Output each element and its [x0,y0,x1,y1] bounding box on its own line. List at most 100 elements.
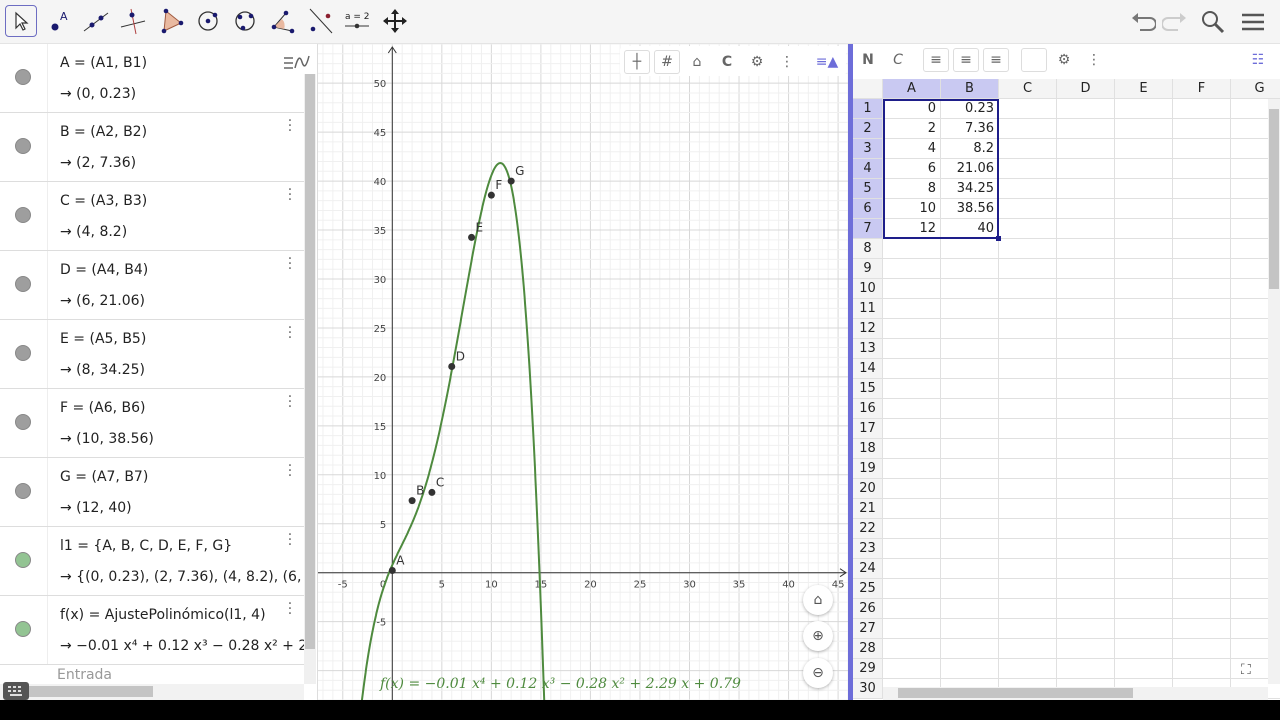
column-header[interactable]: D [1057,79,1115,99]
cell[interactable] [999,339,1057,359]
cell[interactable] [883,299,941,319]
sheet-style-toggle[interactable]: ☷ [1245,48,1271,72]
cell[interactable] [1057,319,1115,339]
more-options-button[interactable]: · · · [287,320,293,346]
cell[interactable] [883,259,941,279]
standard-view-button[interactable]: ⌂ [803,585,833,615]
cell[interactable] [1173,439,1231,459]
algebra-vertical-scrollbar[interactable] [304,74,316,684]
cell[interactable] [1173,299,1231,319]
angle-tool-button[interactable] [266,5,298,37]
toggle-grid-button[interactable]: # [654,50,680,74]
cell[interactable] [1115,559,1173,579]
cell[interactable] [1231,99,1280,119]
cell[interactable] [941,259,999,279]
cell[interactable] [883,399,941,419]
row-header[interactable]: 26 [853,599,883,619]
cell[interactable] [1231,559,1280,579]
cell[interactable] [1173,319,1231,339]
move-tool-button[interactable] [5,5,37,37]
cell[interactable] [1173,279,1231,299]
cell[interactable] [1057,299,1115,319]
cell[interactable]: 4 [883,139,941,159]
cell[interactable] [1173,539,1231,559]
row-header[interactable]: 2 [853,119,883,139]
cell[interactable] [883,239,941,259]
column-header[interactable]: B [941,79,999,99]
search-button[interactable] [1198,8,1228,36]
algebra-item[interactable]: D = (A4, B4) → (6, 21.06) · · · [0,251,304,320]
cell[interactable] [1231,499,1280,519]
cell[interactable] [1115,619,1173,639]
row-header[interactable]: 13 [853,339,883,359]
cell[interactable] [1115,279,1173,299]
cell[interactable] [1231,579,1280,599]
cell[interactable] [999,439,1057,459]
corner-cell[interactable] [853,79,883,99]
cell[interactable] [1057,159,1115,179]
cell[interactable] [1115,639,1173,659]
cell[interactable] [1115,339,1173,359]
cell[interactable] [941,479,999,499]
cell[interactable] [883,339,941,359]
row-header[interactable]: 11 [853,299,883,319]
cell[interactable] [1231,139,1280,159]
cell[interactable] [883,639,941,659]
more-options-button[interactable]: · · · [287,458,293,484]
cell[interactable]: 6 [883,159,941,179]
cell[interactable] [999,159,1057,179]
cell[interactable] [1057,339,1115,359]
cell[interactable] [1057,479,1115,499]
cell[interactable] [999,239,1057,259]
zoom-out-button[interactable]: ⊖ [803,658,833,688]
cell[interactable] [941,339,999,359]
cell[interactable] [941,619,999,639]
visibility-toggle[interactable] [15,138,31,154]
cell[interactable] [1173,639,1231,659]
algebra-item[interactable]: G = (A7, B7) → (12, 40) · · · [0,458,304,527]
row-header[interactable]: 10 [853,279,883,299]
cell[interactable] [1115,379,1173,399]
cell[interactable]: 38.56 [941,199,999,219]
undo-button[interactable] [1128,8,1158,36]
cell[interactable] [1173,199,1231,219]
cell[interactable] [1057,639,1115,659]
cell[interactable] [1115,299,1173,319]
cell[interactable] [883,419,941,439]
cell[interactable] [941,579,999,599]
circle-three-points-tool-button[interactable] [229,5,261,37]
row-header[interactable]: 14 [853,359,883,379]
row-header[interactable]: 15 [853,379,883,399]
cell[interactable] [999,139,1057,159]
slider-tool-button[interactable]: a = 2 [341,5,373,37]
cell[interactable] [1115,399,1173,419]
definition[interactable]: f(x) = AjustePolinómico(l1, 4) [60,607,266,623]
row-header[interactable]: 4 [853,159,883,179]
cell[interactable] [1115,239,1173,259]
row-header[interactable]: 3 [853,139,883,159]
cell[interactable] [1057,659,1115,679]
graph-canvas[interactable]: -5 5 10 15 20 25 30 35 40 45-55101520253035404550… [318,43,849,700]
zoom-in-button[interactable]: ⊕ [803,621,833,651]
visibility-toggle[interactable] [15,621,31,637]
cell[interactable]: 21.06 [941,159,999,179]
column-header[interactable]: G [1231,79,1280,99]
cell[interactable] [883,539,941,559]
cell[interactable] [1115,439,1173,459]
sheet-vertical-scrollbar[interactable] [1268,99,1280,684]
cell[interactable] [1115,259,1173,279]
cell[interactable] [1115,539,1173,559]
cell[interactable] [1057,499,1115,519]
cell[interactable]: 34.25 [941,179,999,199]
cell[interactable] [999,419,1057,439]
cell[interactable] [1231,319,1280,339]
cell[interactable] [883,379,941,399]
cell[interactable] [941,639,999,659]
definition[interactable]: E = (A5, B5) [60,331,147,347]
cell[interactable]: 12 [883,219,941,239]
row-header[interactable]: 18 [853,439,883,459]
cell[interactable] [999,479,1057,499]
cell[interactable] [1173,579,1231,599]
cell[interactable] [883,359,941,379]
cell[interactable] [883,319,941,339]
